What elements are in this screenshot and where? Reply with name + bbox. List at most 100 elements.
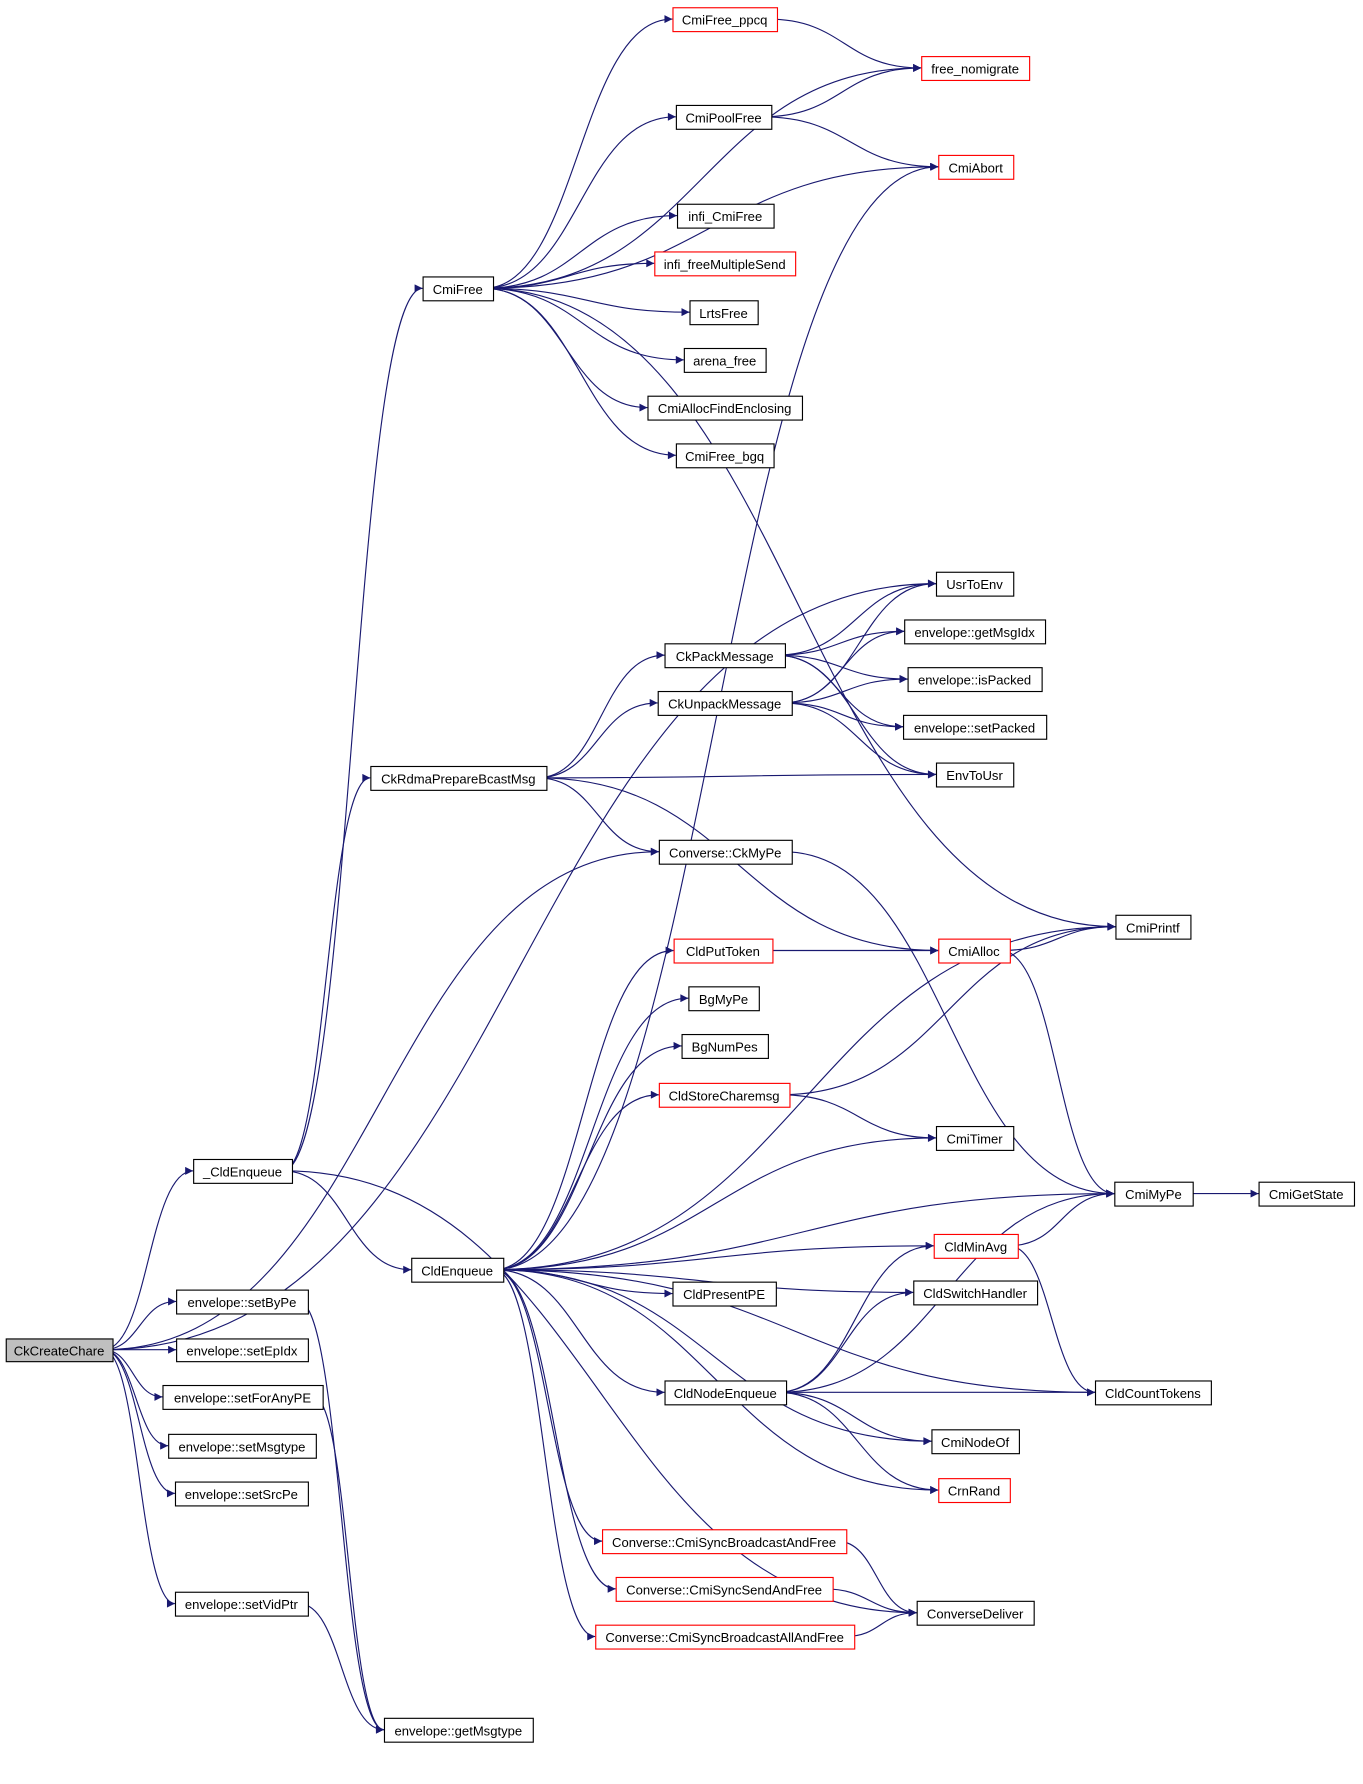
node-cldputtoken[interactable]: CldPutToken <box>673 938 774 964</box>
edge-syncbcast-to-conversedeliver <box>837 1540 917 1617</box>
node-box <box>938 938 1011 964</box>
node-syncbcastall[interactable]: Converse::CmiSyncBroadcastAllAndFree <box>595 1624 856 1650</box>
edge-ckcreatechare-to-ckmype <box>103 847 659 1351</box>
edge-cldnodeenqueue-to-cminodeof <box>776 1391 932 1446</box>
node-label: CldPutToken <box>686 944 760 959</box>
node-cldcounttokens[interactable]: CldCountTokens <box>1094 1380 1212 1406</box>
node-setpacked[interactable]: envelope::setPacked <box>902 714 1048 740</box>
node-ckunpackmessage[interactable]: CkUnpackMessage <box>657 690 793 716</box>
node-ckpackmessage[interactable]: CkPackMessage <box>664 643 786 669</box>
node-setforanype[interactable]: envelope::setForAnyPE <box>162 1384 324 1410</box>
node-cmitimer[interactable]: CmiTimer <box>935 1125 1015 1151</box>
edge-ckcreatechare-to-setsrcpe <box>103 1349 175 1498</box>
edge-ckpackmessage-to-getmsgidx <box>775 627 905 656</box>
node-label: CmiPoolFree <box>685 110 761 125</box>
node-box <box>931 1429 1020 1455</box>
node-label: ConverseDeliver <box>927 1606 1024 1621</box>
edge-ckunpackmessage-to-ispacked <box>782 675 908 704</box>
node-infi-cmifree[interactable]: infi_CmiFree <box>676 203 775 229</box>
node-cmigetstate[interactable]: CmiGetState <box>1258 1181 1356 1207</box>
node-envtousr[interactable]: EnvToUsr <box>935 762 1015 788</box>
node-free-nomigrate[interactable]: free_nomigrate <box>921 56 1031 82</box>
node-label: LrtsFree <box>699 306 748 321</box>
node-cmiprintf[interactable]: CmiPrintf <box>1115 914 1192 940</box>
node-label: infi_freeMultipleSend <box>664 257 786 272</box>
node-box <box>938 154 1015 180</box>
node-cldswitchhandler[interactable]: CldSwitchHandler <box>913 1280 1039 1306</box>
edge-cmifree-to-cmiprintf <box>483 287 1116 931</box>
node-setmsgtype[interactable]: envelope::setMsgtype <box>168 1433 317 1459</box>
node-arena-free[interactable]: arena_free <box>683 347 767 373</box>
node-infi-freemultiplesend[interactable]: infi_freeMultipleSend <box>654 251 797 277</box>
node-ispacked[interactable]: envelope::isPacked <box>907 667 1043 693</box>
node-label: BgNumPes <box>692 1040 758 1055</box>
node-cmiabort[interactable]: CmiAbort <box>938 154 1015 180</box>
edge-cldenqueue-to-cmimype <box>494 1189 1115 1271</box>
node-box <box>675 443 775 469</box>
edge-ckcreatechare-to-setbype <box>103 1297 177 1351</box>
node-syncbcast[interactable]: Converse::CmiSyncBroadcastAndFree <box>601 1529 848 1555</box>
node-ckrdmapreparebcastmsg[interactable]: CkRdmaPrepareBcastMsg <box>370 765 548 791</box>
node-cmiallocfindenclosing[interactable]: CmiAllocFindEnclosing <box>647 395 804 421</box>
edge-ckrdmapreparebcastmsg-to-ckmype <box>537 777 659 856</box>
node-cmimype[interactable]: CmiMyPe <box>1114 1181 1194 1207</box>
node-box <box>935 762 1015 788</box>
node-label: CmiTimer <box>947 1132 1004 1147</box>
node-box <box>1258 1181 1356 1207</box>
node-box <box>647 395 804 421</box>
node-cmifree-bgq[interactable]: CmiFree_bgq <box>675 443 775 469</box>
node-conversedeliver[interactable]: ConverseDeliver <box>916 1600 1035 1626</box>
node-cldenqueue[interactable]: _CldEnqueue <box>193 1158 294 1184</box>
edge-cldminavg-to-cldcounttokens <box>1008 1245 1095 1397</box>
node-crnrand[interactable]: CrnRand <box>938 1478 1011 1504</box>
node-ckcreatechare[interactable]: CkCreateChare <box>5 1338 114 1363</box>
edge-ckcreatechare-to-setvidptr <box>103 1349 176 1608</box>
nodes: CkCreateChare _CldEnqueueenvelope::setByP… <box>5 7 1356 1743</box>
node-box <box>675 104 773 130</box>
node-lrtsfree[interactable]: LrtsFree <box>689 300 759 326</box>
node-cldstorecharemsg[interactable]: CldStoreCharemsg <box>658 1082 791 1108</box>
node-cldminavg[interactable]: CldMinAvg <box>933 1233 1019 1259</box>
node-cmifree-ppcq[interactable]: CmiFree_ppcq <box>672 7 779 33</box>
node-syncsend[interactable]: Converse::CmiSyncSendAndFree <box>615 1576 834 1602</box>
node-cmialloc[interactable]: CmiAlloc <box>938 938 1011 964</box>
node-cmipoolfree[interactable]: CmiPoolFree <box>675 104 773 130</box>
node-box <box>168 1433 317 1459</box>
edge-cldminavg-to-cmimype <box>1008 1189 1115 1247</box>
node-bgnumpes[interactable]: BgNumPes <box>681 1033 769 1059</box>
node-setsrcpe[interactable]: envelope::setSrcPe <box>174 1481 309 1507</box>
node-box <box>672 7 779 33</box>
edge-cldnodeenqueue-to-cldswitchhandler <box>776 1288 914 1393</box>
edge-cldstorecharemsg-to-cmiprintf <box>780 922 1116 1096</box>
node-cldpresentpe[interactable]: CldPresentPE <box>672 1281 777 1307</box>
node-ckmype[interactable]: Converse::CkMyPe <box>658 839 793 865</box>
edge-ckpackmessage-to-envtousr <box>775 654 936 779</box>
edge-syncbcastall-to-conversedeliver <box>845 1608 917 1638</box>
node-bgmype[interactable]: BgMyPe <box>688 986 760 1012</box>
edge-cmifree-to-infi-cmifree <box>483 211 677 289</box>
edge-cldenqueue-to-syncbcast <box>494 1269 602 1546</box>
node-getmsgtype[interactable]: envelope::getMsgtype <box>383 1717 534 1743</box>
node-setvidptr[interactable]: envelope::setVidPtr <box>174 1591 309 1617</box>
node-box <box>595 1624 856 1650</box>
node-label: envelope::isPacked <box>918 673 1031 688</box>
node-box <box>676 203 775 229</box>
node-setepidx[interactable]: envelope::setEpIdx <box>176 1338 309 1363</box>
node-cmifree[interactable]: CmiFree <box>422 276 495 302</box>
node-label: Converse::CkMyPe <box>669 845 781 860</box>
edge-cmifree-to-infi-freemultiplesend <box>483 259 655 289</box>
node-label: CrnRand <box>948 1484 1000 1499</box>
node-cldenqueue[interactable]: CldEnqueue <box>411 1257 505 1283</box>
node-label: envelope::getMsgtype <box>394 1723 522 1738</box>
node-cminodeof[interactable]: CmiNodeOf <box>931 1429 1020 1455</box>
edge-setbype-to-getmsgtype <box>298 1300 385 1734</box>
node-getmsgidx[interactable]: envelope::getMsgIdx <box>904 619 1047 645</box>
node-cldnodeenqueue[interactable]: CldNodeEnqueue <box>664 1380 788 1406</box>
node-setbype[interactable]: envelope::setByPe <box>176 1289 309 1315</box>
node-usrtoenv[interactable]: UsrToEnv <box>935 571 1015 597</box>
edge-cmifree-to-arena-free <box>483 287 684 364</box>
edge-ckcreatechare-to-usrtoenv <box>103 579 936 1351</box>
node-box <box>383 1717 534 1743</box>
node-label: CldPresentPE <box>683 1287 765 1302</box>
node-box <box>654 251 797 277</box>
